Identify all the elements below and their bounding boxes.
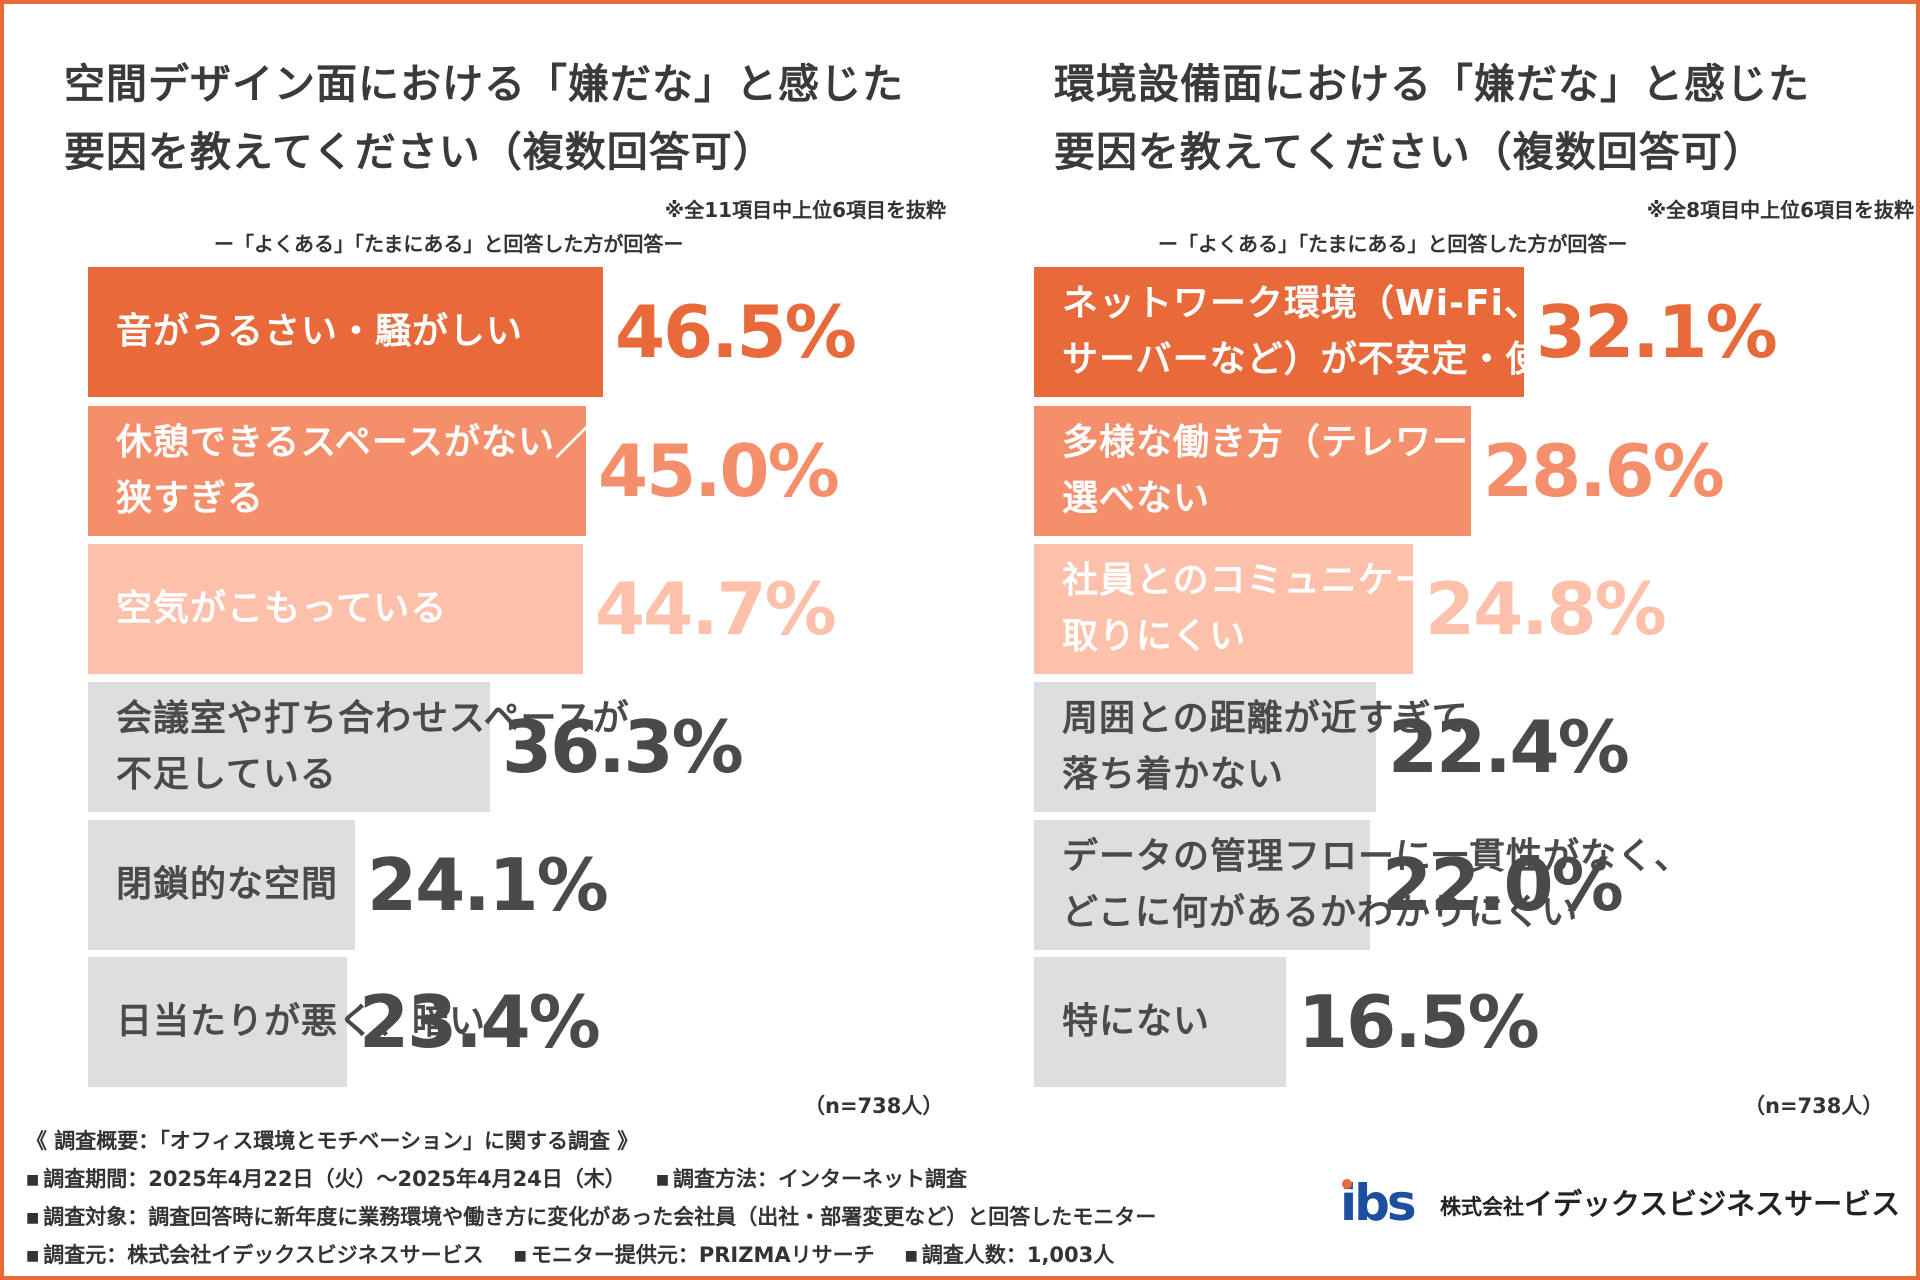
bar-right-2	[1034, 406, 1471, 536]
bar-value-label: 24.8%	[1425, 567, 1667, 651]
company-logo: ibs 株式会社イデックスビジネスサービス	[1340, 1172, 1900, 1232]
left-chart-subnote: ー「よくある」「たまにある」と回答した方が回答ー	[214, 232, 684, 256]
bar-value-label: 36.3%	[502, 705, 744, 789]
logo-dot-icon	[1342, 1179, 1352, 1189]
survey-target: 調査対象：調査回答時に新年度に業務環境や働き方に変化があった会社員（出社・部署変…	[43, 1205, 1157, 1229]
left-chart-title: 空間デザイン面における「嫌だな」と感じた 要因を教えてください（複数回答可）	[64, 50, 904, 186]
left-sample-size: （n=738人）	[804, 1094, 944, 1118]
left-title-line2: 要因を教えてください（複数回答可）	[64, 128, 775, 176]
right-title-line2: 要因を教えてください（複数回答可）	[1054, 128, 1765, 176]
bar-label: 閉鎖的な空間	[116, 864, 339, 905]
bar-value-label: 23.4%	[359, 980, 601, 1064]
survey-method: 調査方法：インターネット調査	[673, 1167, 968, 1191]
bar-label: 多様な働き方（テレワーク等）が 選べない	[1062, 422, 1618, 519]
survey-line-period: ■ 調査期間：2025年4月22日（火）～2025年4月24日（木） ■ 調査方法：イ…	[26, 1160, 1156, 1198]
bar-value-label: 44.7%	[595, 567, 837, 651]
right-chart-note: ※全8項目中上位6項目を抜粋	[1646, 198, 1914, 222]
bar-value-label: 32.1%	[1536, 290, 1778, 374]
survey-provider: モニター提供元：PRIZMAリサーチ	[530, 1243, 875, 1267]
bullet-square: ■	[655, 1172, 670, 1188]
right-sample-size: （n=738人）	[1744, 1094, 1884, 1118]
bar-right-5	[1034, 820, 1370, 950]
bar-label: データの管理フローに一貫性がなく、 どこに何があるかわかりにくい	[1062, 836, 1692, 933]
survey-footer: 《 調査概要：「オフィス環境とモチベーション」に関する調査 》 ■ 調査期間：20…	[26, 1122, 1156, 1274]
bar-right-3	[1034, 544, 1413, 674]
bar-value-label: 16.5%	[1298, 980, 1540, 1064]
logo-prefix: 株式会社	[1440, 1195, 1524, 1219]
bar-label: 音がうるさい・騒がしい	[116, 311, 524, 352]
logo-name: イデックスビジネスサービス	[1524, 1187, 1901, 1221]
bar-label: 特にない	[1062, 1001, 1211, 1042]
survey-source: 調査元：株式会社イデックスビジネスサービス	[43, 1243, 484, 1267]
right-chart-title: 環境設備面における「嫌だな」と感じた 要因を教えてください（複数回答可）	[1054, 50, 1810, 186]
bullet-square: ■	[904, 1248, 918, 1264]
right-chart-subnote: ー「よくある」「たまにある」と回答した方が回答ー	[1158, 232, 1628, 256]
bar-value-label: 22.0%	[1382, 843, 1624, 927]
logo-mark-text: ibs	[1340, 1174, 1415, 1232]
bar-label: 会議室や打ち合わせスペースが 不足している	[116, 698, 630, 795]
bar-label: 日当たりが悪く、暗い	[116, 1001, 487, 1042]
left-title-line1: 空間デザイン面における「嫌だな」と感じた	[64, 60, 904, 108]
logo-company-name: 株式会社イデックスビジネスサービス	[1440, 1181, 1900, 1223]
survey-summary: 《 調査概要：「オフィス環境とモチベーション」に関する調査 》	[26, 1129, 639, 1153]
survey-line-source: ■ 調査元：株式会社イデックスビジネスサービス ■ モニター提供元：PRIZMAリサー…	[26, 1236, 1156, 1274]
bar-value-label: 28.6%	[1483, 429, 1725, 513]
bar-label: 周囲との距離が近すぎて 落ち着かない	[1062, 698, 1469, 795]
bar-left-3	[88, 544, 583, 674]
bar-right-4	[1034, 682, 1376, 812]
right-chart-panel: 環境設備面における「嫌だな」と感じた 要因を教えてください（複数回答可） ※全8…	[944, 4, 1914, 1118]
bullet-square: ■	[26, 1172, 40, 1188]
bar-left-6	[88, 957, 347, 1087]
bar-left-4	[88, 682, 490, 812]
survey-line-target: ■ 調査対象：調査回答時に新年度に業務環境や働き方に変化があった会社員（出社・部署…	[26, 1198, 1156, 1236]
survey-period: 調査期間：2025年4月22日（火）～2025年4月24日（木）	[43, 1167, 626, 1191]
bullet-square: ■	[26, 1210, 40, 1226]
bar-value-label: 22.4%	[1388, 705, 1630, 789]
bar-label: ネットワーク環境（Wi-Fi、電話、共有 サーバーなど）が不安定・使いづらい	[1062, 283, 1726, 380]
bar-label: 休憩できるスペースがない／ 狭すぎる	[116, 422, 592, 519]
bar-value-label: 24.1%	[367, 843, 609, 927]
bar-label: 社員とのコミュニケーションが 取りにくい	[1062, 560, 1579, 657]
bar-value-label: 45.0%	[598, 429, 840, 513]
left-chart-note: ※全11項目中上位6項目を抜粋	[664, 198, 946, 222]
bar-left-2	[88, 406, 586, 536]
bar-right-6	[1034, 957, 1286, 1087]
survey-count: 調査人数：1,003人	[921, 1243, 1115, 1267]
bar-label: 空気がこもっている	[116, 588, 448, 629]
bar-value-label: 46.5%	[615, 290, 857, 374]
ibs-logo-icon: ibs	[1340, 1174, 1418, 1232]
bullet-square: ■	[26, 1248, 40, 1264]
bar-right-1	[1034, 267, 1524, 397]
bullet-square: ■	[513, 1248, 527, 1264]
right-title-line1: 環境設備面における「嫌だな」と感じた	[1054, 60, 1810, 108]
bar-left-5	[88, 820, 355, 950]
bar-left-1	[88, 267, 603, 397]
left-chart-panel: 空間デザイン面における「嫌だな」と感じた 要因を教えてください（複数回答可） ※…	[4, 4, 964, 1118]
